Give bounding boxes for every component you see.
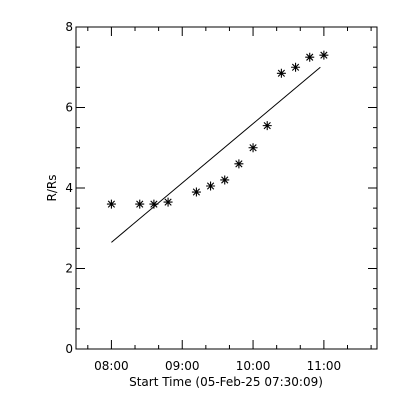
data-points [106, 50, 329, 209]
plot-frame [75, 26, 378, 350]
y-tick-labels: 0 2 4 6 8 [65, 20, 73, 356]
data-point [276, 68, 286, 78]
data-point [135, 199, 145, 209]
y-tick-label: 8 [65, 20, 73, 34]
data-point [305, 52, 315, 62]
data-point [206, 181, 216, 191]
y-tick-label: 6 [65, 101, 73, 115]
y-tick-label: 4 [65, 181, 73, 195]
fit-line [111, 66, 321, 243]
data-point [220, 175, 230, 185]
data-point [319, 50, 329, 60]
y-tick-label: 0 [65, 342, 73, 356]
data-point [262, 121, 272, 131]
y-tick-label: 2 [65, 262, 73, 276]
x-tick-label: 09:00 [165, 359, 200, 373]
axis-ticks [76, 26, 377, 350]
x-tick-labels: 08:00 09:00 10:00 11:00 [94, 359, 341, 373]
data-point [248, 143, 258, 153]
x-axis-label: Start Time (05-Feb-25 07:30:09) [129, 375, 323, 389]
x-tick-label: 08:00 [94, 359, 129, 373]
data-point [234, 159, 244, 169]
data-point [106, 199, 116, 209]
data-point [163, 197, 173, 207]
data-point [149, 199, 159, 209]
data-point [191, 187, 201, 197]
y-axis-label: R/Rs [45, 175, 59, 202]
data-point [291, 62, 301, 72]
x-tick-label: 11:00 [307, 359, 342, 373]
x-tick-label: 10:00 [236, 359, 271, 373]
